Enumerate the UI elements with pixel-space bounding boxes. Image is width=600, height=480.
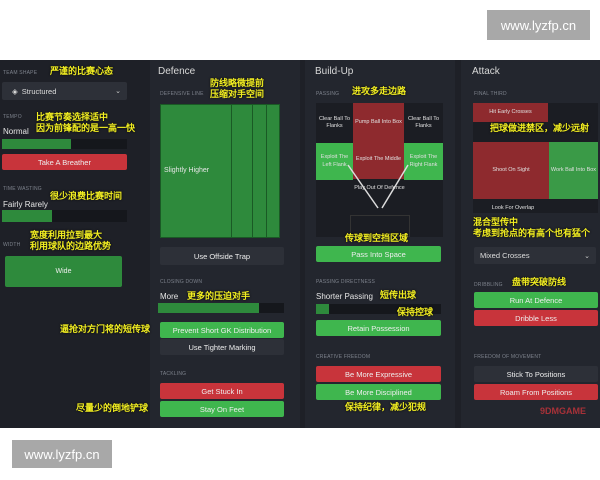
passing-directness-label: PASSING DIRECTNESS	[316, 279, 376, 285]
exploit-right-flank-cell[interactable]: Exploit The Right Flank	[404, 143, 443, 180]
roam-from-positions-button[interactable]: Roam From Positions	[474, 384, 598, 400]
creative-freedom-label: CREATIVE FREEDOM	[316, 354, 371, 360]
tackling-label: TACKLING	[160, 371, 187, 377]
annotation: 严谨的比赛心态	[50, 66, 114, 76]
defensive-line-label: DEFENSIVE LINE	[160, 91, 204, 97]
get-stuck-in-button[interactable]: Get Stuck In	[160, 383, 284, 399]
passing-directness-slider[interactable]	[316, 304, 441, 314]
tactics-panel: TEAM SHAPE 严谨的比赛心态 ◈ Structured ⌄ TEMPO 比赛…	[0, 60, 600, 428]
logo: 9DMGAME	[540, 406, 587, 416]
watermark: www.lyzfp.cn	[487, 10, 590, 40]
chevron-down-icon: ⌄	[115, 88, 121, 95]
clear-ball-right-cell[interactable]: Clear Ball To Flanks	[407, 115, 440, 129]
team-shape-value: Structured	[21, 86, 57, 96]
pump-ball-into-box-cell[interactable]: Pump Ball Into Box	[353, 103, 404, 179]
annotation: 很少浪费比赛时间	[50, 191, 123, 201]
time-wasting-slider[interactable]	[2, 210, 127, 222]
play-out-of-defence-cell[interactable]: Play Out Of Defence	[354, 185, 405, 192]
annotation: 进攻多走边路	[352, 86, 407, 96]
exploit-middle-cell[interactable]: Exploit The Middle	[355, 156, 402, 163]
defensive-line-value: Slightly Higher	[164, 167, 210, 174]
use-tighter-marking-button[interactable]: Use Tighter Marking	[160, 339, 284, 355]
defensive-line-selector[interactable]: Slightly Higher	[160, 104, 280, 238]
closing-down-label: CLOSING DOWN	[160, 279, 203, 285]
annotation: 宽度利用拉到最大 利用球队的边路优势	[30, 230, 112, 252]
shoot-on-sight-cell[interactable]: Shoot On Sight	[473, 142, 549, 199]
work-ball-into-box-cell[interactable]: Work Ball Into Box	[549, 142, 598, 199]
take-a-breather-button[interactable]: Take A Breather	[2, 154, 127, 170]
annotation: 尽量少的倒地铲球	[76, 403, 149, 413]
look-for-overlap-cell[interactable]: Look For Overlap	[491, 205, 535, 212]
shape-icon: ◈	[12, 86, 18, 96]
annotation: 传球到空挡区域	[345, 233, 409, 243]
stay-on-feet-button[interactable]: Stay On Feet	[160, 401, 284, 417]
attack-title: Attack	[472, 66, 500, 77]
use-offside-trap-button[interactable]: Use Offside Trap	[160, 247, 284, 265]
pitch-box	[350, 215, 410, 237]
annotation: 盘带突破防线	[512, 277, 567, 287]
passing-label: PASSING	[316, 91, 340, 97]
time-wasting-label: TIME WASTING	[3, 186, 42, 192]
annotation: 把球做进禁区，减少远射	[490, 123, 590, 133]
annotation: 逼抢对方门将的短传球	[60, 324, 151, 334]
chevron-down-icon: ⌄	[584, 252, 590, 260]
width-label: WIDTH	[3, 242, 21, 248]
annotation: 短传出球	[380, 290, 417, 300]
annotation: 比赛节奏选择适中 因为前锋配的是一高一快	[36, 112, 136, 134]
crossing-dropdown[interactable]: Mixed Crosses ⌄	[474, 247, 596, 264]
defence-title: Defence	[158, 66, 196, 77]
pass-into-space-button[interactable]: Pass Into Space	[316, 246, 441, 262]
annotation: 保持控球	[397, 307, 434, 317]
dribbling-label: DRIBBLING	[474, 282, 503, 288]
hit-early-crosses-cell[interactable]: Hit Early Crosses	[473, 103, 548, 122]
be-more-disciplined-button[interactable]: Be More Disciplined	[316, 384, 441, 400]
team-shape-label: TEAM SHAPE	[3, 70, 38, 76]
closing-down-slider[interactable]	[158, 303, 284, 313]
team-shape-dropdown[interactable]: ◈ Structured ⌄	[2, 82, 127, 100]
arrows	[347, 164, 409, 209]
stick-to-positions-button[interactable]: Stick To Positions	[474, 366, 598, 382]
freedom-of-movement-label: FREEDOM OF MOVEMENT	[474, 354, 542, 360]
dribble-less-button[interactable]: Dribble Less	[474, 310, 598, 326]
team-column	[0, 60, 148, 428]
annotation: 保持纪律，减少犯规	[345, 402, 427, 412]
buildup-title: Build-Up	[315, 66, 354, 77]
annotation: 防线略微提前 压缩对手空间	[210, 78, 265, 100]
crossing-value: Mixed Crosses	[480, 251, 530, 260]
width-selector[interactable]: Wide	[5, 256, 122, 287]
tempo-value: Normal	[3, 127, 29, 136]
passing-directness-value: Shorter Passing	[316, 292, 373, 301]
tempo-slider[interactable]	[2, 139, 127, 149]
clear-ball-left-cell[interactable]: Clear Ball To Flanks	[318, 115, 351, 129]
closing-down-value: More	[160, 292, 179, 301]
exploit-left-flank-cell[interactable]: Exploit The Left Flank	[316, 143, 353, 180]
retain-possession-button[interactable]: Retain Possession	[316, 320, 441, 336]
annotation: 混合型传中 考虑到抢点的有高个也有猛个	[473, 217, 591, 239]
tempo-label: TEMPO	[3, 114, 22, 120]
run-at-defence-button[interactable]: Run At Defence	[474, 292, 598, 308]
be-more-expressive-button[interactable]: Be More Expressive	[316, 366, 441, 382]
watermark: www.lyzfp.cn	[12, 440, 112, 468]
prevent-short-gk-distribution-button[interactable]: Prevent Short GK Distribution	[160, 322, 284, 338]
time-wasting-value: Fairly Rarely	[3, 200, 48, 209]
annotation: 更多的压迫对手	[187, 291, 251, 301]
final-third-label: FINAL THIRD	[474, 91, 507, 97]
